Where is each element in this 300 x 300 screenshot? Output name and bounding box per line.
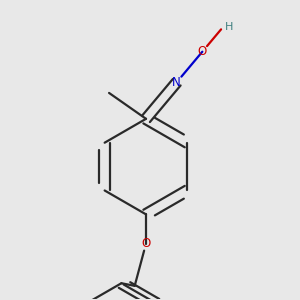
Text: O: O <box>141 237 151 250</box>
Text: N: N <box>172 76 181 89</box>
Text: H: H <box>225 22 233 32</box>
Text: O: O <box>198 45 207 58</box>
